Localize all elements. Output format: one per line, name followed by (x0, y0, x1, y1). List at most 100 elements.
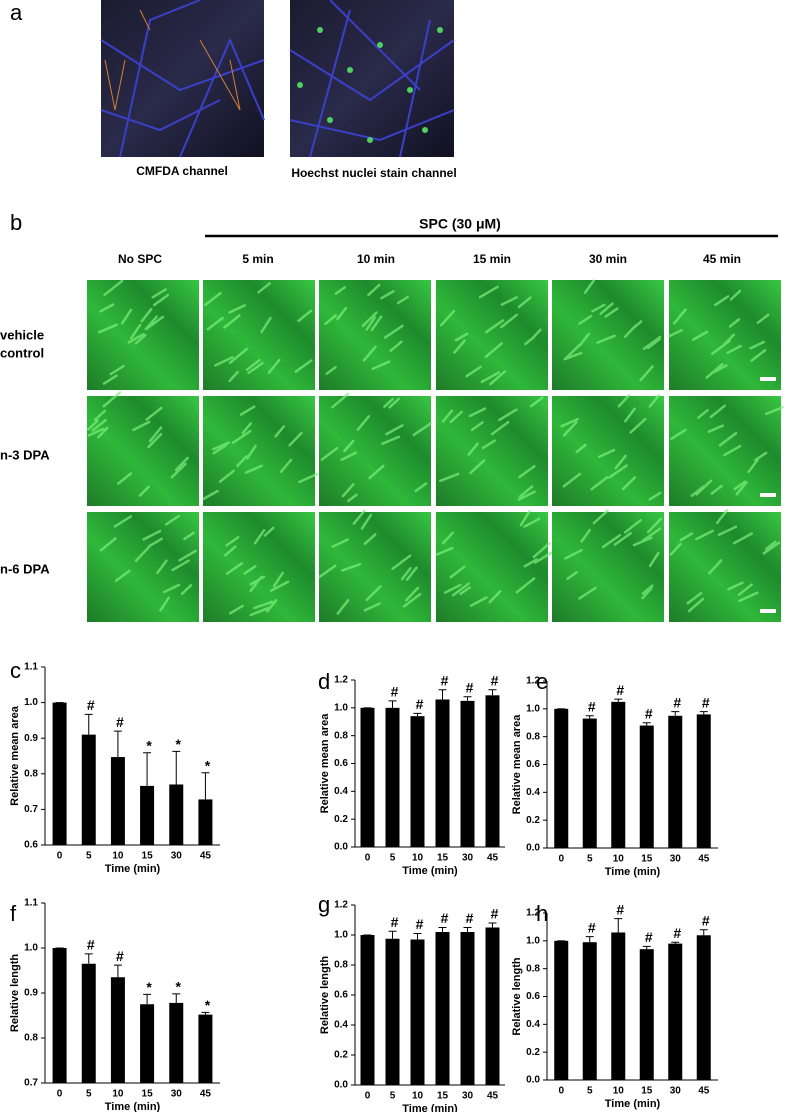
scale-bar (760, 493, 776, 497)
y-tick-label: 0.6 (24, 840, 38, 851)
y-tick-label: 0.6 (526, 991, 540, 1002)
significance-mark: # (87, 697, 95, 713)
micrograph (436, 396, 548, 506)
significance-mark: # (416, 696, 424, 712)
bar (485, 695, 500, 847)
cell-streaks (224, 526, 290, 617)
error-bar (463, 696, 472, 701)
y-tick-label: 1.2 (526, 676, 540, 687)
error-bar (614, 918, 623, 933)
x-tick-label: 0 (558, 854, 564, 865)
micrograph (101, 0, 264, 157)
bar (554, 708, 569, 848)
bar (110, 977, 125, 1083)
error-bar (172, 993, 181, 1003)
significance-mark: * (176, 979, 182, 995)
y-tick-label: 1.0 (334, 702, 348, 713)
error-bar (699, 929, 708, 936)
micrograph (319, 512, 431, 622)
bar (360, 935, 375, 1085)
bar (81, 963, 96, 1083)
cell-streaks (87, 391, 189, 497)
error-bar (143, 752, 152, 786)
significance-mark: # (466, 910, 474, 926)
y-tick-label: 0.9 (24, 733, 38, 744)
error-bar (413, 712, 422, 717)
bar (110, 757, 125, 845)
y-tick-label: 0.4 (526, 1019, 540, 1030)
bar (582, 942, 597, 1080)
error-bar (671, 941, 680, 944)
x-tick-label: 15 (437, 1091, 449, 1102)
cell-streaks (202, 405, 319, 501)
y-tick-label: 1.0 (24, 697, 38, 708)
x-tick-label: 30 (670, 1086, 682, 1097)
bar (435, 932, 450, 1085)
significance-mark: # (645, 929, 653, 945)
significance-mark: # (616, 682, 624, 698)
micrograph (552, 396, 664, 506)
bar (611, 932, 626, 1080)
bar (198, 1014, 213, 1083)
x-axis-label: Time (min) (402, 865, 458, 877)
cell-traces (104, 9, 241, 111)
bar (169, 1002, 184, 1083)
bar (460, 932, 475, 1085)
x-tick-label: 5 (390, 853, 396, 864)
y-tick-label: 0.9 (24, 988, 38, 999)
y-axis-label: Relative length (511, 957, 523, 1036)
panel-label: g (318, 892, 330, 917)
y-tick-label: 0.8 (526, 731, 540, 742)
micrograph (203, 280, 315, 390)
error-bar (488, 689, 497, 696)
column-header: 15 min (473, 252, 511, 266)
x-tick-label: 45 (487, 1091, 499, 1102)
y-tick-label: 0.2 (334, 814, 348, 825)
cell-streaks (320, 392, 432, 503)
x-axis-label: Time (min) (605, 1098, 661, 1110)
x-tick-label: 5 (587, 1086, 593, 1097)
y-tick-label: 0.8 (526, 963, 540, 974)
bar (385, 707, 400, 847)
image-caption: CMFDA channel (136, 164, 228, 178)
panel-label: h (536, 901, 548, 926)
significance-mark: # (116, 948, 124, 964)
error-bar (438, 927, 447, 932)
micrograph (669, 280, 781, 390)
x-tick-label: 30 (462, 853, 474, 864)
y-tick-label: 0.8 (334, 960, 348, 971)
x-tick-label: 15 (142, 851, 154, 862)
significance-mark: # (673, 694, 681, 710)
column-header: 45 min (703, 252, 741, 266)
significance-mark: # (491, 906, 499, 922)
significance-mark: * (176, 736, 182, 752)
y-tick-label: 0.4 (526, 787, 540, 798)
y-tick-label: 0.0 (334, 842, 348, 853)
cell-streaks (97, 279, 170, 385)
error-bar (699, 711, 708, 715)
bar (81, 734, 96, 845)
cell-streaks (439, 396, 544, 501)
x-tick-label: 10 (112, 851, 124, 862)
error-bar (463, 927, 472, 932)
y-tick-label: 0.6 (334, 758, 348, 769)
micrograph (669, 512, 781, 622)
significance-mark: * (146, 737, 152, 753)
charts: c 0.6 0.7 0.8 0.9 1.0 1.1 0 5 #10 #15 * 30 * 45 * Time (… (9, 658, 718, 1112)
cell-streaks (439, 285, 542, 386)
panel-label: b (10, 210, 22, 235)
scale-bar (760, 609, 776, 613)
bar (485, 927, 500, 1085)
x-tick-label: 10 (412, 853, 424, 864)
significance-mark: * (205, 757, 211, 773)
cell-streaks (669, 509, 781, 613)
x-tick-label: 5 (86, 1089, 92, 1100)
y-tick-label: 1.2 (334, 900, 348, 911)
error-bar (388, 700, 397, 708)
cell-streaks (204, 282, 313, 383)
x-tick-label: 15 (641, 1086, 653, 1097)
bar (410, 939, 425, 1085)
x-tick-label: 10 (613, 854, 625, 865)
x-axis-label: Time (min) (402, 1103, 458, 1112)
